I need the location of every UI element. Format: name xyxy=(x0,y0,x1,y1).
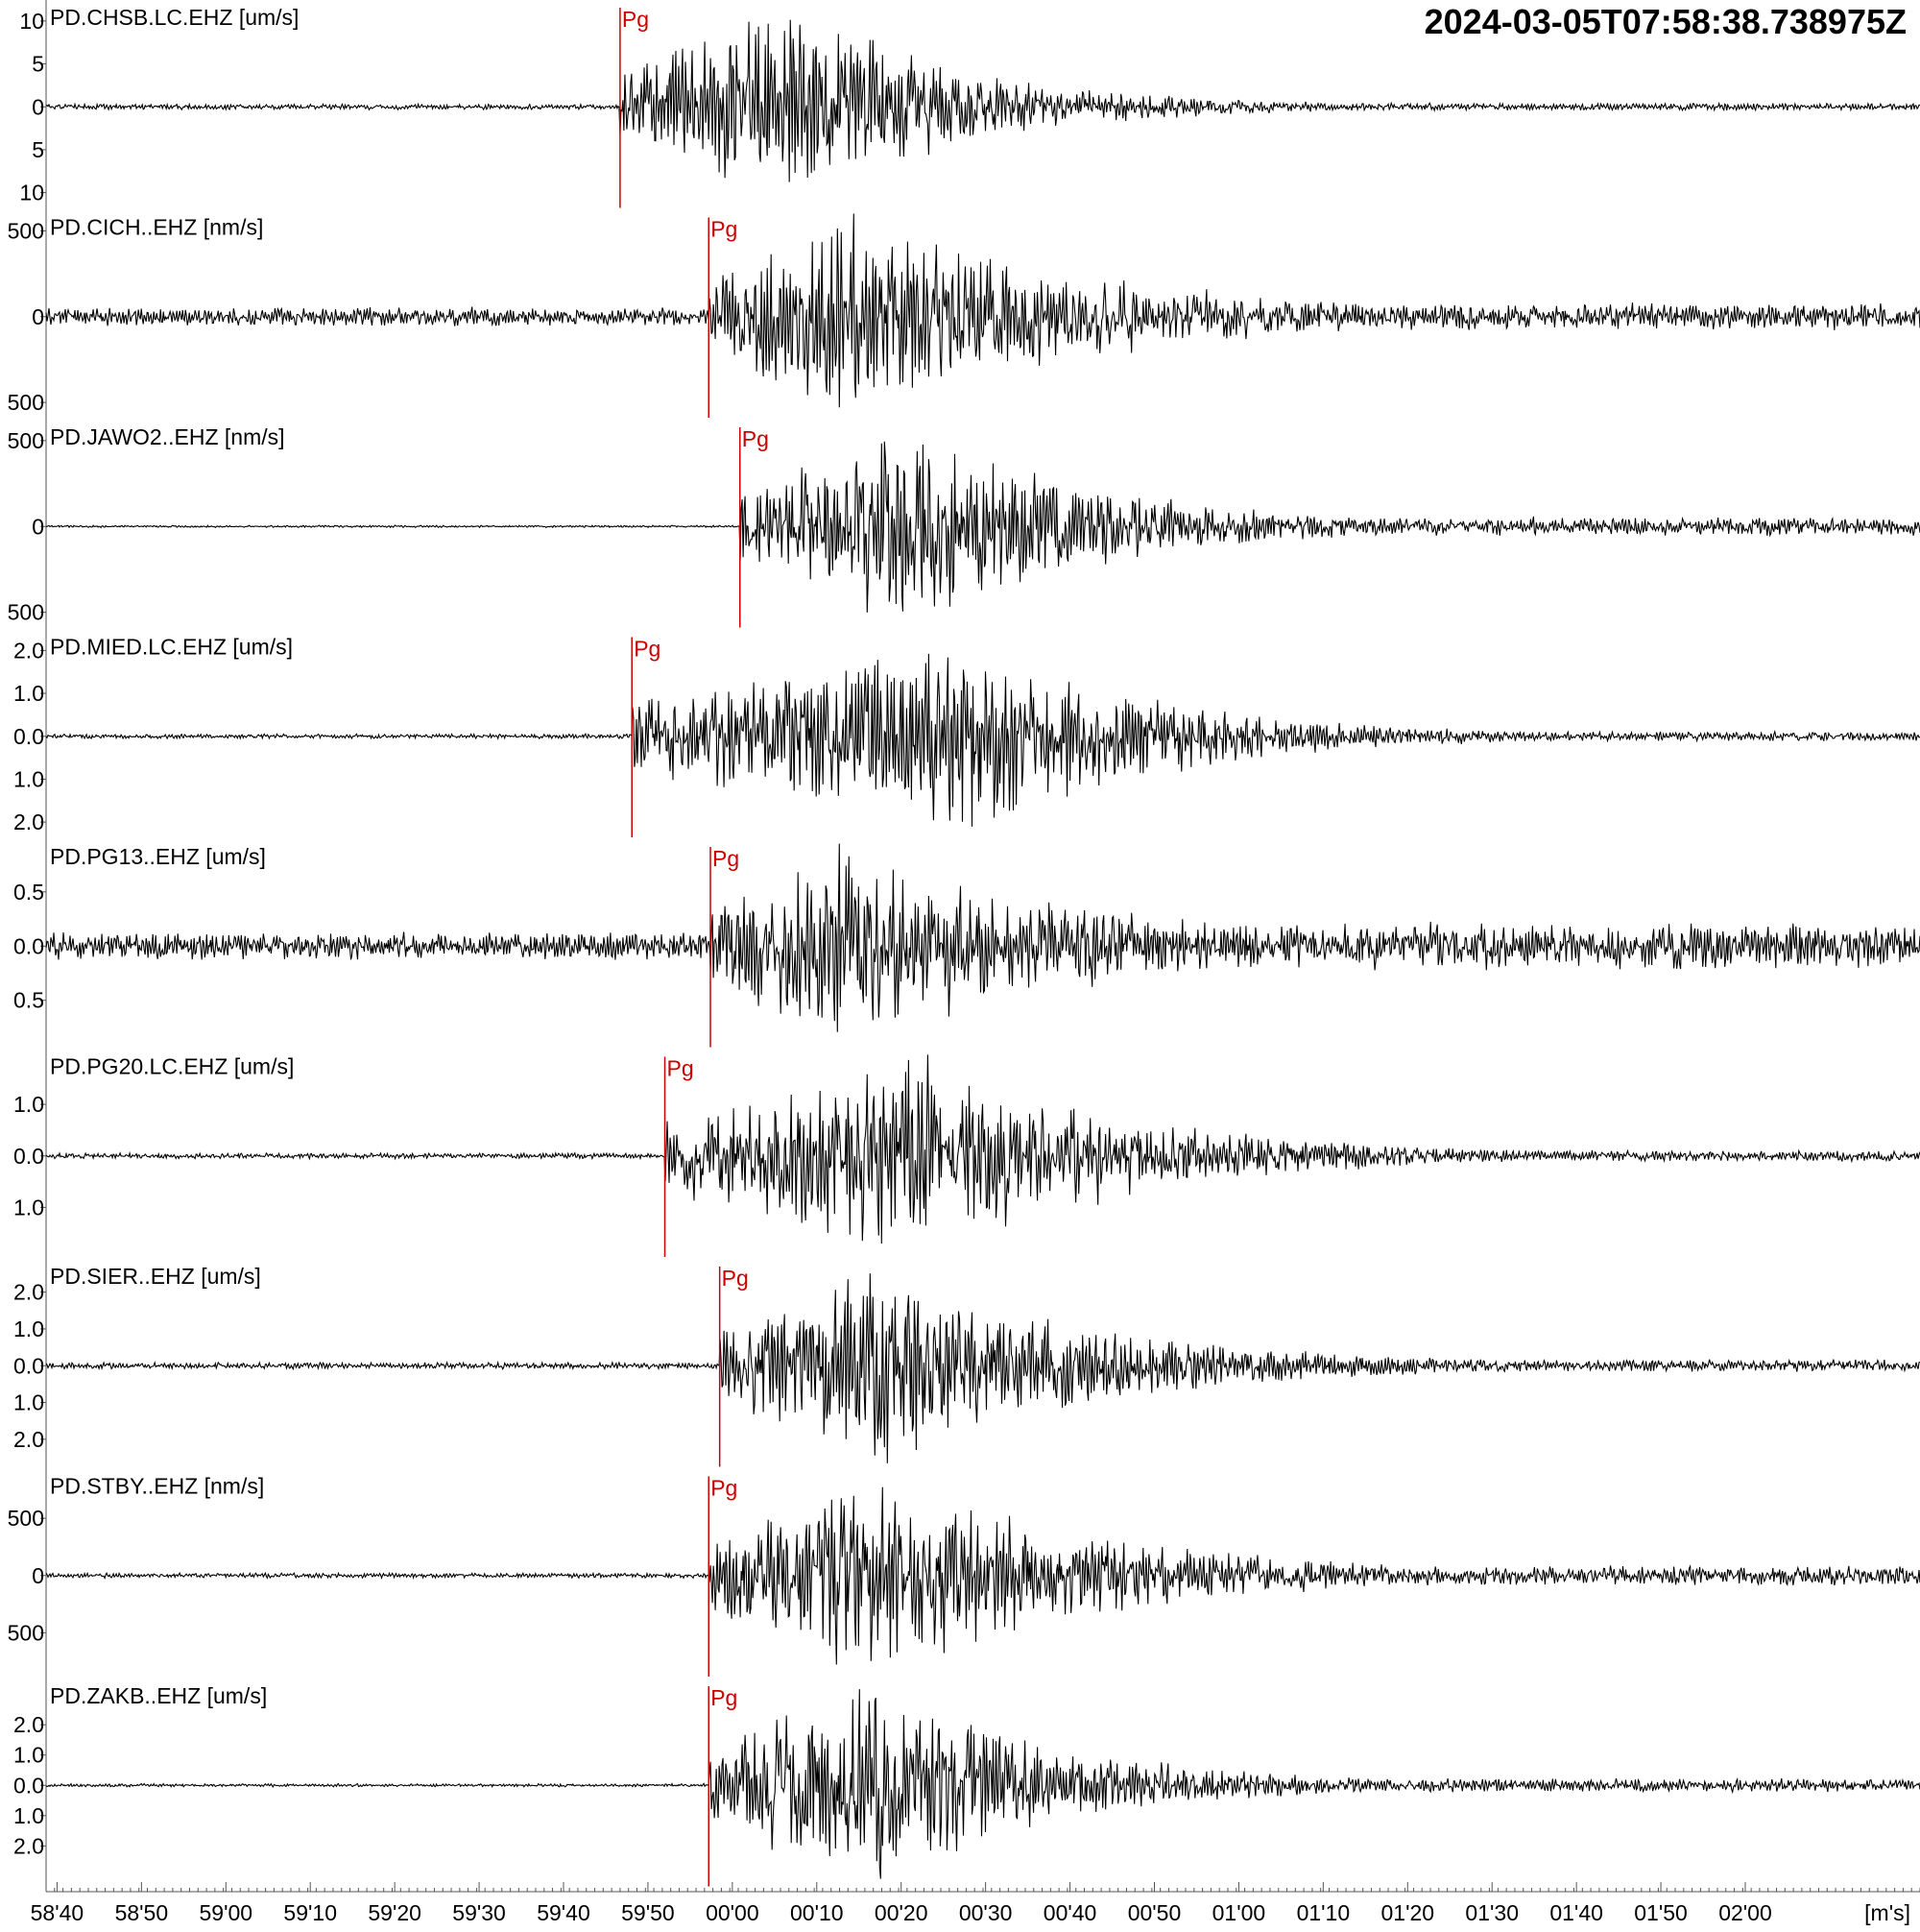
waveform-trace xyxy=(45,1273,1920,1463)
time-tick-label: 01'10 xyxy=(1297,1900,1351,1925)
trace-panel: PD.PG13..EHZ [um/s]0.50.00.5Pg xyxy=(13,843,1920,1048)
trace-label: PD.STBY..EHZ [nm/s] xyxy=(50,1474,264,1499)
y-tick-label: 0 xyxy=(32,514,44,539)
time-tick-label: 02'00 xyxy=(1718,1900,1772,1925)
y-tick-label: 10 xyxy=(19,181,44,205)
y-tick-label: 1.0 xyxy=(13,681,44,706)
time-tick-label: 00'30 xyxy=(959,1900,1013,1925)
trace-panel: PD.SIER..EHZ [um/s]2.01.00.01.02.0Pg xyxy=(13,1264,1920,1467)
y-tick-label: 2.0 xyxy=(13,809,44,834)
y-tick-label: 2.0 xyxy=(13,638,44,663)
waveform-trace xyxy=(45,1486,1920,1665)
y-tick-label: 0.5 xyxy=(13,988,44,1013)
time-tick-label: 58'40 xyxy=(31,1900,84,1925)
y-tick-label: 500 xyxy=(8,428,44,453)
y-tick-label: 1.0 xyxy=(13,1092,44,1117)
y-tick-label: 2.0 xyxy=(13,1427,44,1452)
time-tick-label: 59'40 xyxy=(537,1900,590,1925)
time-tick-label: 00'40 xyxy=(1044,1900,1097,1925)
pick-marker-label: Pg xyxy=(710,217,737,242)
time-tick-label: 00'00 xyxy=(706,1900,759,1925)
y-tick-label: 2.0 xyxy=(13,1833,44,1858)
chart-title-timestamp: 2024-03-05T07:58:38.738975Z xyxy=(1424,2,1907,41)
pick-marker-label: Pg xyxy=(710,1685,737,1710)
y-tick-label: 500 xyxy=(8,600,44,625)
y-tick-label: 1.0 xyxy=(13,766,44,791)
y-tick-label: 2.0 xyxy=(13,1712,44,1737)
waveform-trace xyxy=(45,441,1920,613)
time-tick-label: 00'50 xyxy=(1128,1900,1182,1925)
trace-panel: PD.MIED.LC.EHZ [um/s]2.01.00.01.02.0Pg xyxy=(13,635,1920,837)
pick-marker-label: Pg xyxy=(634,637,660,662)
pick-marker-label: Pg xyxy=(710,1476,737,1501)
waveform-trace xyxy=(45,653,1920,827)
y-tick-label: 500 xyxy=(8,1506,44,1531)
time-tick-label: 00'10 xyxy=(790,1900,844,1925)
y-tick-label: 1.0 xyxy=(13,1316,44,1341)
trace-label: PD.PG20.LC.EHZ [um/s] xyxy=(50,1054,294,1079)
y-tick-label: 0.0 xyxy=(13,1144,44,1169)
y-tick-label: 0.0 xyxy=(13,724,44,749)
y-tick-label: 0.5 xyxy=(13,880,44,905)
y-tick-label: 2.0 xyxy=(13,1280,44,1305)
y-tick-label: 1.0 xyxy=(13,1743,44,1768)
y-tick-label: 0.0 xyxy=(13,1353,44,1378)
time-tick-label: 00'20 xyxy=(875,1900,928,1925)
trace-label: PD.PG13..EHZ [um/s] xyxy=(50,844,266,869)
time-tick-label: 59'30 xyxy=(452,1900,506,1925)
time-tick-label: 59'10 xyxy=(283,1900,337,1925)
trace-label: PD.CHSB.LC.EHZ [um/s] xyxy=(50,5,299,30)
y-tick-label: 5 xyxy=(32,137,44,162)
time-tick-label: 59'50 xyxy=(621,1900,675,1925)
pick-marker-label: Pg xyxy=(622,7,649,32)
time-tick-label: 01'40 xyxy=(1549,1900,1603,1925)
time-tick-label: 58'50 xyxy=(115,1900,169,1925)
trace-panel: PD.PG20.LC.EHZ [um/s]1.00.01.0Pg xyxy=(13,1054,1920,1257)
time-tick-label: 59'20 xyxy=(368,1900,421,1925)
trace-label: PD.JAWO2..EHZ [nm/s] xyxy=(50,424,285,449)
time-tick-label: 01'00 xyxy=(1212,1900,1266,1925)
y-tick-label: 1.0 xyxy=(13,1195,44,1220)
y-tick-label: 0 xyxy=(32,304,44,329)
pick-marker-label: Pg xyxy=(722,1266,749,1291)
waveform-trace xyxy=(45,843,1920,1032)
y-tick-label: 1.0 xyxy=(13,1803,44,1828)
y-tick-label: 0 xyxy=(32,94,44,119)
time-unit-label: [m's] xyxy=(1864,1900,1910,1925)
y-tick-label: 0 xyxy=(32,1563,44,1588)
waveform-trace xyxy=(45,1689,1920,1879)
time-tick-label: 01'30 xyxy=(1465,1900,1519,1925)
y-tick-label: 0.0 xyxy=(13,1773,44,1798)
time-tick-label: 59'00 xyxy=(200,1900,253,1925)
trace-label: PD.CICH..EHZ [nm/s] xyxy=(50,215,263,240)
time-tick-label: 01'20 xyxy=(1380,1900,1434,1925)
y-tick-label: 5 xyxy=(32,52,44,77)
waveform-trace xyxy=(45,213,1920,408)
time-axis: 58'40 58'50 59'00 59'10 59'20 59'30 59'40 59'50… xyxy=(31,1882,1920,1925)
trace-panel: PD.ZAKB..EHZ [um/s]2.01.00.01.02.0Pg xyxy=(13,1683,1920,1887)
y-tick-label: 10 xyxy=(19,9,44,34)
y-tick-label: 1.0 xyxy=(13,1390,44,1415)
y-tick-label: 500 xyxy=(8,218,44,243)
trace-label: PD.MIED.LC.EHZ [um/s] xyxy=(50,635,293,660)
time-tick-label: 01'50 xyxy=(1634,1900,1688,1925)
pick-marker-label: Pg xyxy=(742,426,769,451)
y-tick-label: 500 xyxy=(8,390,44,415)
trace-label: PD.SIER..EHZ [um/s] xyxy=(50,1264,261,1289)
waveform-trace xyxy=(45,19,1920,182)
pick-marker-label: Pg xyxy=(712,846,739,871)
y-tick-label: 0.0 xyxy=(13,933,44,958)
pick-marker-label: Pg xyxy=(667,1056,694,1081)
trace-label: PD.ZAKB..EHZ [um/s] xyxy=(50,1683,267,1708)
waveform-trace xyxy=(45,1054,1920,1244)
y-tick-label: 500 xyxy=(8,1620,44,1645)
